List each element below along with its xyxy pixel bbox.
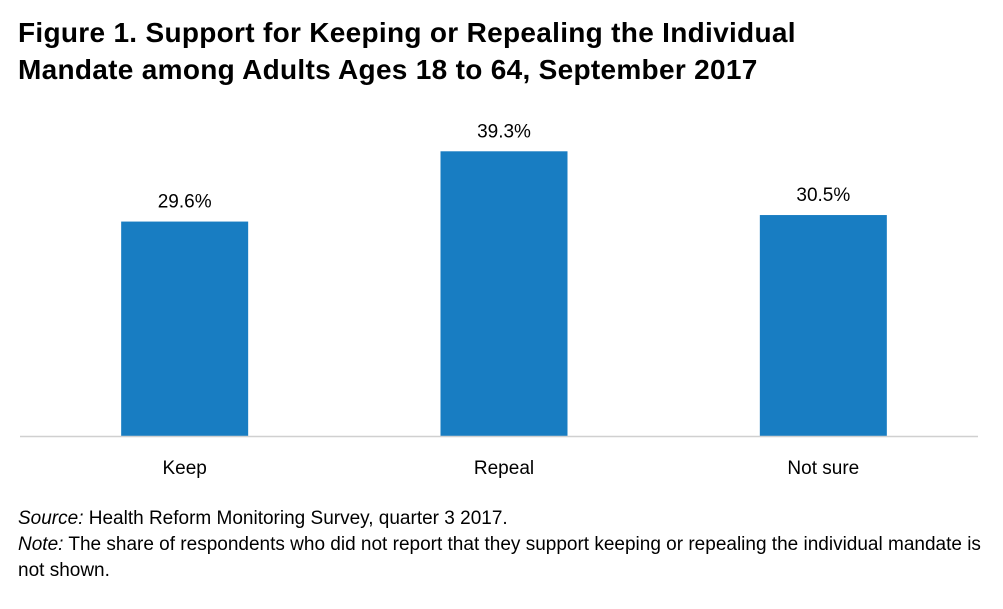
data-label: 39.3% [477,121,531,142]
bar-repeal [440,151,568,436]
x-tick-label: Not sure [787,458,859,479]
chart-notes: Source: Health Reform Monitoring Survey,… [18,506,988,584]
data-label: 30.5% [796,185,850,206]
source-text: Health Reform Monitoring Survey, quarter… [83,508,508,529]
chart-title: Figure 1. Support for Keeping or Repeali… [18,14,796,88]
note-label: Note: [18,534,64,555]
note-text: The share of respondents who did not rep… [18,534,981,581]
source-line: Source: Health Reform Monitoring Survey,… [18,506,988,532]
chart-title-line-1: Figure 1. Support for Keeping or Repeali… [18,17,796,48]
bar-not-sure [759,215,887,436]
x-tick-label: Keep [162,458,206,479]
source-label: Source: [18,508,84,529]
x-tick-label: Repeal [474,458,534,479]
data-label: 29.6% [158,192,212,213]
bar-keep [121,221,249,436]
note-line: Note: The share of respondents who did n… [18,532,988,584]
chart-title-line-2: Mandate among Adults Ages 18 to 64, Sept… [18,54,758,85]
